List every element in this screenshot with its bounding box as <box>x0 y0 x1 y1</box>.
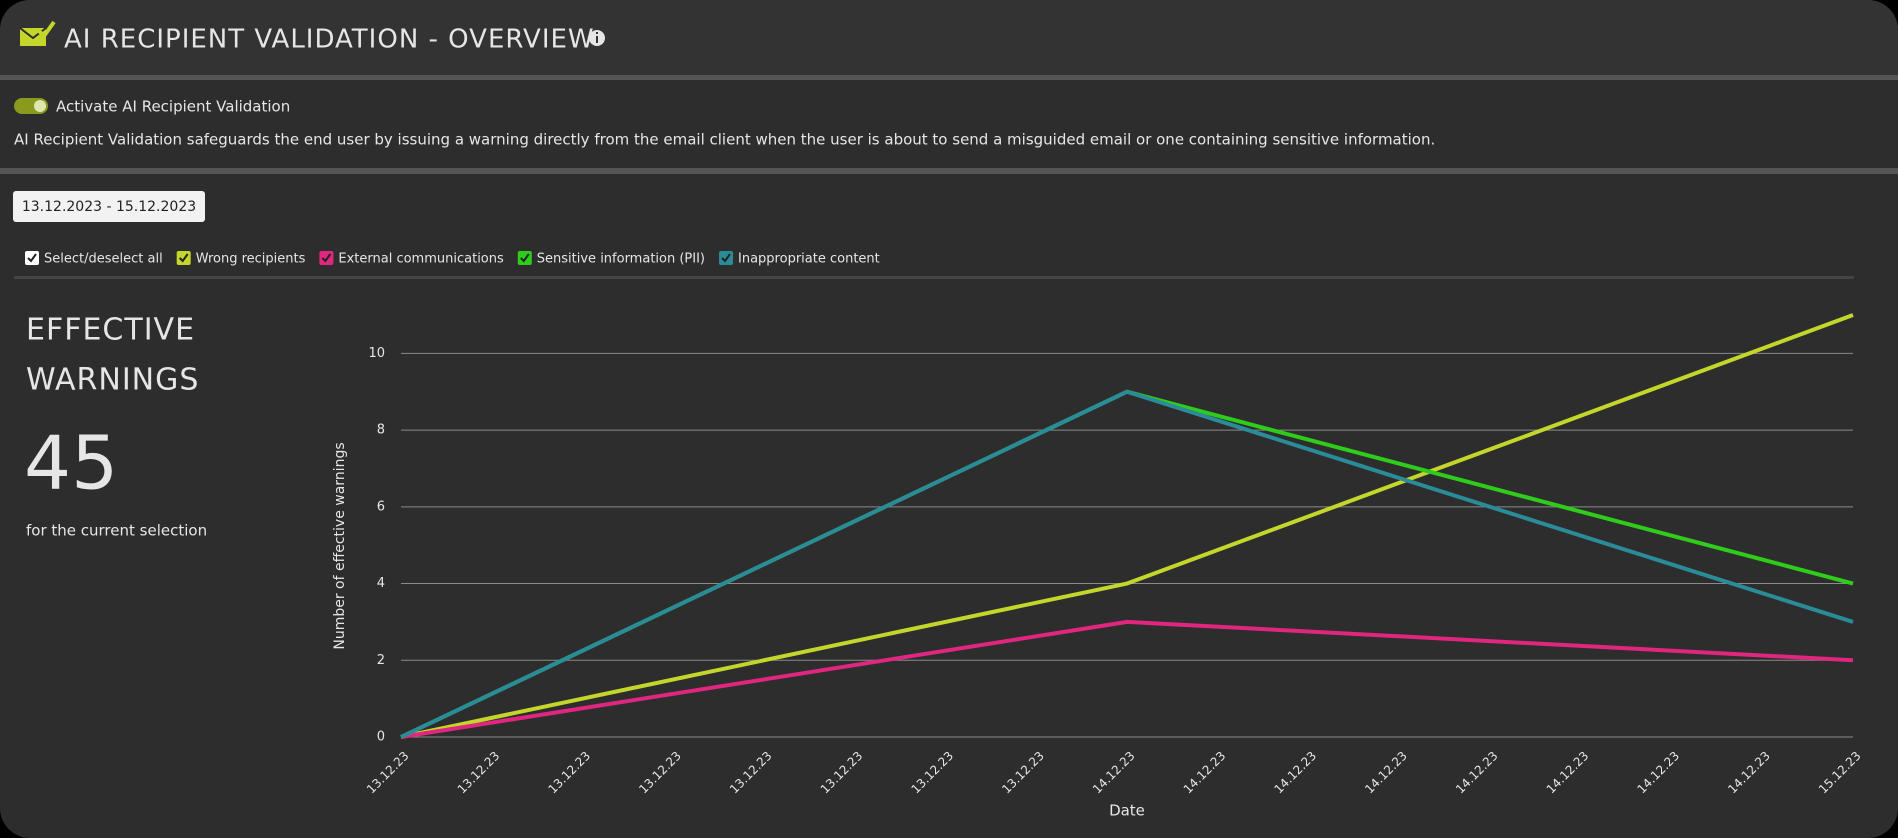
series-line <box>400 389 1854 739</box>
summary-title: WARNINGS <box>26 363 199 398</box>
y-tick-label: 6 <box>377 499 385 514</box>
date-range-label: 13.12.2023 - 15.12.2023 <box>22 199 196 215</box>
y-tick-label: 10 <box>368 346 385 361</box>
legend-checkbox-label: External communications <box>338 252 504 267</box>
toggle[interactable] <box>14 98 48 114</box>
check-mark <box>178 253 189 263</box>
description: AI Recipient Validation safeguards the e… <box>14 131 1435 149</box>
summary-value: 45 <box>24 421 118 507</box>
check-mark <box>721 253 731 263</box>
legend-checkbox-label: Wrong recipients <box>196 252 306 267</box>
y-tick-label: 2 <box>377 653 385 668</box>
separator <box>0 75 1898 80</box>
y-axis-title: Number of effective warnings <box>332 442 348 649</box>
select-all-checkbox-label: Select/deselect all <box>44 252 163 267</box>
y-tick-label: 8 <box>377 423 385 438</box>
y-tick-label: 4 <box>377 576 385 591</box>
date-range-button[interactable] <box>13 191 205 222</box>
legend-checkbox-label: Sensitive information (PII) <box>537 252 705 267</box>
summary-caption: for the current selection <box>26 522 207 540</box>
info-icon[interactable] <box>589 30 605 46</box>
page-title: AI RECIPIENT VALIDATION - OVERVIEW <box>64 25 595 55</box>
check-mark <box>520 253 530 263</box>
header-icon <box>19 20 56 46</box>
separator <box>0 168 1898 174</box>
check-mark <box>27 253 37 263</box>
y-tick-label: 0 <box>377 730 385 745</box>
series-line <box>400 619 1854 739</box>
separator <box>14 276 1854 279</box>
legend-checkbox-label: Inappropriate content <box>738 252 880 267</box>
x-axis-title: Date <box>1109 802 1145 820</box>
check-mark <box>321 253 332 263</box>
summary-title: EFFECTIVE <box>26 313 195 348</box>
series-line <box>400 313 1854 739</box>
toggle-label: Activate AI Recipient Validation <box>56 98 290 116</box>
header-band <box>0 0 1898 75</box>
